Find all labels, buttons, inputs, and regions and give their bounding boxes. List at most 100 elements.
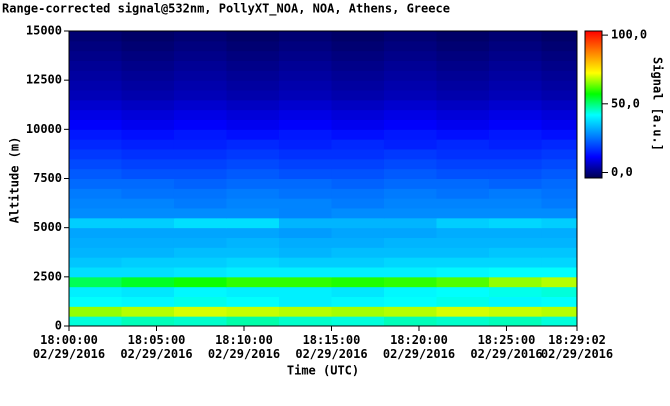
heat-cell: [383, 129, 437, 140]
heat-cell: [226, 80, 280, 91]
heat-cell: [436, 286, 490, 297]
heat-cell: [383, 217, 437, 229]
heat-cell: [331, 40, 385, 52]
heat-cell: [226, 276, 280, 288]
heat-cell: [488, 296, 542, 307]
heat-cell: [541, 296, 578, 307]
heat-cell: [173, 267, 227, 278]
heat-cell: [383, 296, 437, 307]
heat-cell: [173, 80, 227, 91]
heat-cell: [488, 129, 542, 140]
heat-cell: [383, 276, 437, 288]
heat-cell: [278, 217, 332, 229]
heat-cell: [173, 109, 227, 120]
heat-cell: [436, 80, 490, 91]
heat-cell: [69, 99, 122, 111]
heat-cell: [436, 178, 490, 189]
heat-cell: [69, 139, 122, 150]
heat-cell: [436, 60, 490, 71]
heat-cell: [278, 267, 332, 278]
heat-cell: [383, 158, 437, 170]
x-tick-label: 18:15:00 02/29/2016: [295, 333, 367, 361]
heat-cell: [436, 109, 490, 120]
heat-cell: [121, 158, 175, 170]
heat-cell: [278, 227, 332, 238]
heat-cell: [436, 139, 490, 150]
heat-cell: [226, 99, 280, 111]
heat-cell: [541, 149, 578, 160]
heat-cell: [488, 149, 542, 160]
heat-cell: [69, 40, 122, 52]
heat-cell: [173, 119, 227, 130]
heat-cell: [278, 247, 332, 258]
heat-cell: [541, 31, 578, 42]
heat-cell: [121, 178, 175, 189]
heat-cell: [436, 198, 490, 209]
heat-cell: [121, 296, 175, 307]
heat-cell: [121, 237, 175, 248]
heat-cell: [331, 247, 385, 258]
heat-cell: [436, 296, 490, 307]
x-tick-label: 18:29:02 02/29/2016: [541, 333, 613, 361]
heat-cell: [121, 119, 175, 130]
heat-cell: [331, 267, 385, 278]
heat-cell: [436, 306, 490, 317]
heat-cell: [69, 129, 122, 140]
heat-cell: [226, 227, 280, 238]
heat-cell: [383, 227, 437, 238]
heat-cell: [69, 296, 122, 307]
heat-cell: [331, 296, 385, 307]
heat-cell: [226, 296, 280, 307]
heat-cell: [69, 286, 122, 297]
heat-cell: [173, 276, 227, 288]
heat-cell: [436, 188, 490, 199]
heat-cell: [69, 257, 122, 268]
heat-cell: [173, 149, 227, 160]
heat-cell: [436, 316, 490, 327]
heat-cell: [488, 90, 542, 101]
heat-cell: [541, 247, 578, 258]
heat-cell: [226, 31, 280, 42]
heat-cell: [488, 168, 542, 179]
heat-cell: [331, 316, 385, 327]
heat-cell: [383, 168, 437, 179]
heat-cell: [488, 188, 542, 199]
heat-cell: [226, 247, 280, 258]
heat-cell: [331, 306, 385, 317]
heat-cell: [436, 40, 490, 52]
heat-cell: [173, 306, 227, 317]
heat-cell: [69, 217, 122, 229]
heat-cell: [541, 90, 578, 101]
heat-cell: [383, 306, 437, 317]
x-tick-label: 18:05:00 02/29/2016: [120, 333, 192, 361]
heat-cell: [488, 217, 542, 229]
heat-cell: [331, 70, 385, 81]
heat-cell: [226, 50, 280, 61]
heat-cell: [383, 50, 437, 61]
heat-cell: [436, 129, 490, 140]
heat-cell: [488, 237, 542, 248]
heat-cell: [226, 158, 280, 170]
heat-cell: [278, 149, 332, 160]
heat-cell: [436, 90, 490, 101]
x-axis-title: Time (UTC): [287, 364, 359, 378]
heat-cell: [121, 247, 175, 258]
heat-cell: [278, 129, 332, 140]
heat-cell: [173, 60, 227, 71]
heat-cell: [278, 109, 332, 120]
heat-cell: [488, 139, 542, 150]
heat-cell: [121, 31, 175, 42]
heat-cell: [383, 257, 437, 268]
heat-cell: [488, 247, 542, 258]
heat-cell: [541, 50, 578, 61]
heat-cell: [331, 139, 385, 150]
heat-cell: [226, 60, 280, 71]
y-tick-label: 10000: [26, 122, 62, 136]
heat-cell: [69, 80, 122, 91]
heat-cell: [69, 90, 122, 101]
heat-cell: [436, 257, 490, 268]
heat-cell: [121, 90, 175, 101]
heat-cell: [121, 80, 175, 91]
heat-cell: [173, 139, 227, 150]
colorbar: [584, 30, 603, 179]
